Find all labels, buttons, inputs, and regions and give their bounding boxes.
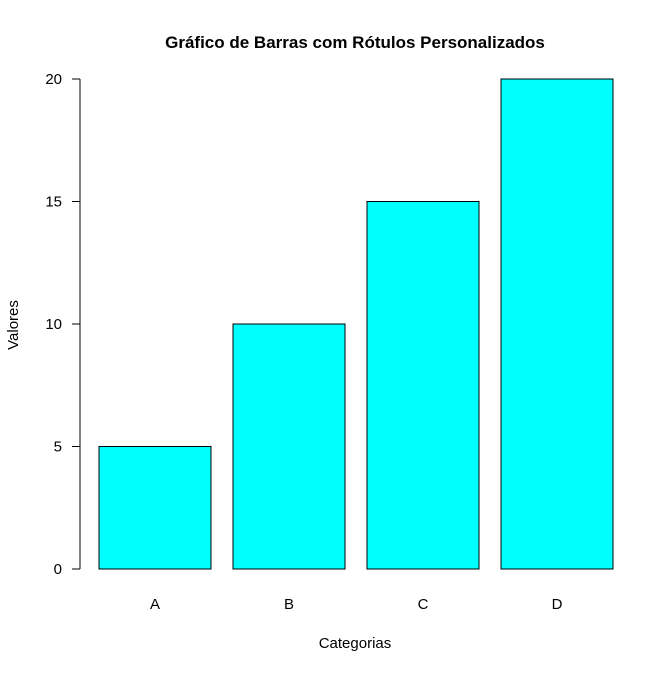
x-tick-label-b: B — [284, 596, 294, 613]
x-tick-labels: A B C D — [150, 596, 563, 613]
y-tick-label-20: 20 — [45, 71, 62, 88]
x-axis-label: Categorias — [319, 635, 392, 652]
x-tick-label-c: C — [418, 596, 429, 613]
x-tick-label-d: D — [552, 596, 563, 613]
bar-a — [98, 446, 212, 570]
bar-c — [366, 201, 480, 570]
y-tick-label-10: 10 — [45, 316, 62, 333]
bar-b — [232, 323, 346, 570]
x-tick-label-a: A — [150, 596, 160, 613]
bars-group — [98, 78, 614, 570]
chart-title: Gráfico de Barras com Rótulos Personaliz… — [165, 33, 545, 52]
y-axis-label: Valores — [5, 300, 22, 350]
y-tick-label-15: 15 — [45, 194, 62, 211]
y-axis-ticks: 0 5 10 15 20 — [45, 71, 80, 578]
bar-d — [500, 78, 614, 570]
y-tick-label-0: 0 — [54, 561, 62, 578]
y-tick-label-5: 5 — [54, 439, 62, 456]
